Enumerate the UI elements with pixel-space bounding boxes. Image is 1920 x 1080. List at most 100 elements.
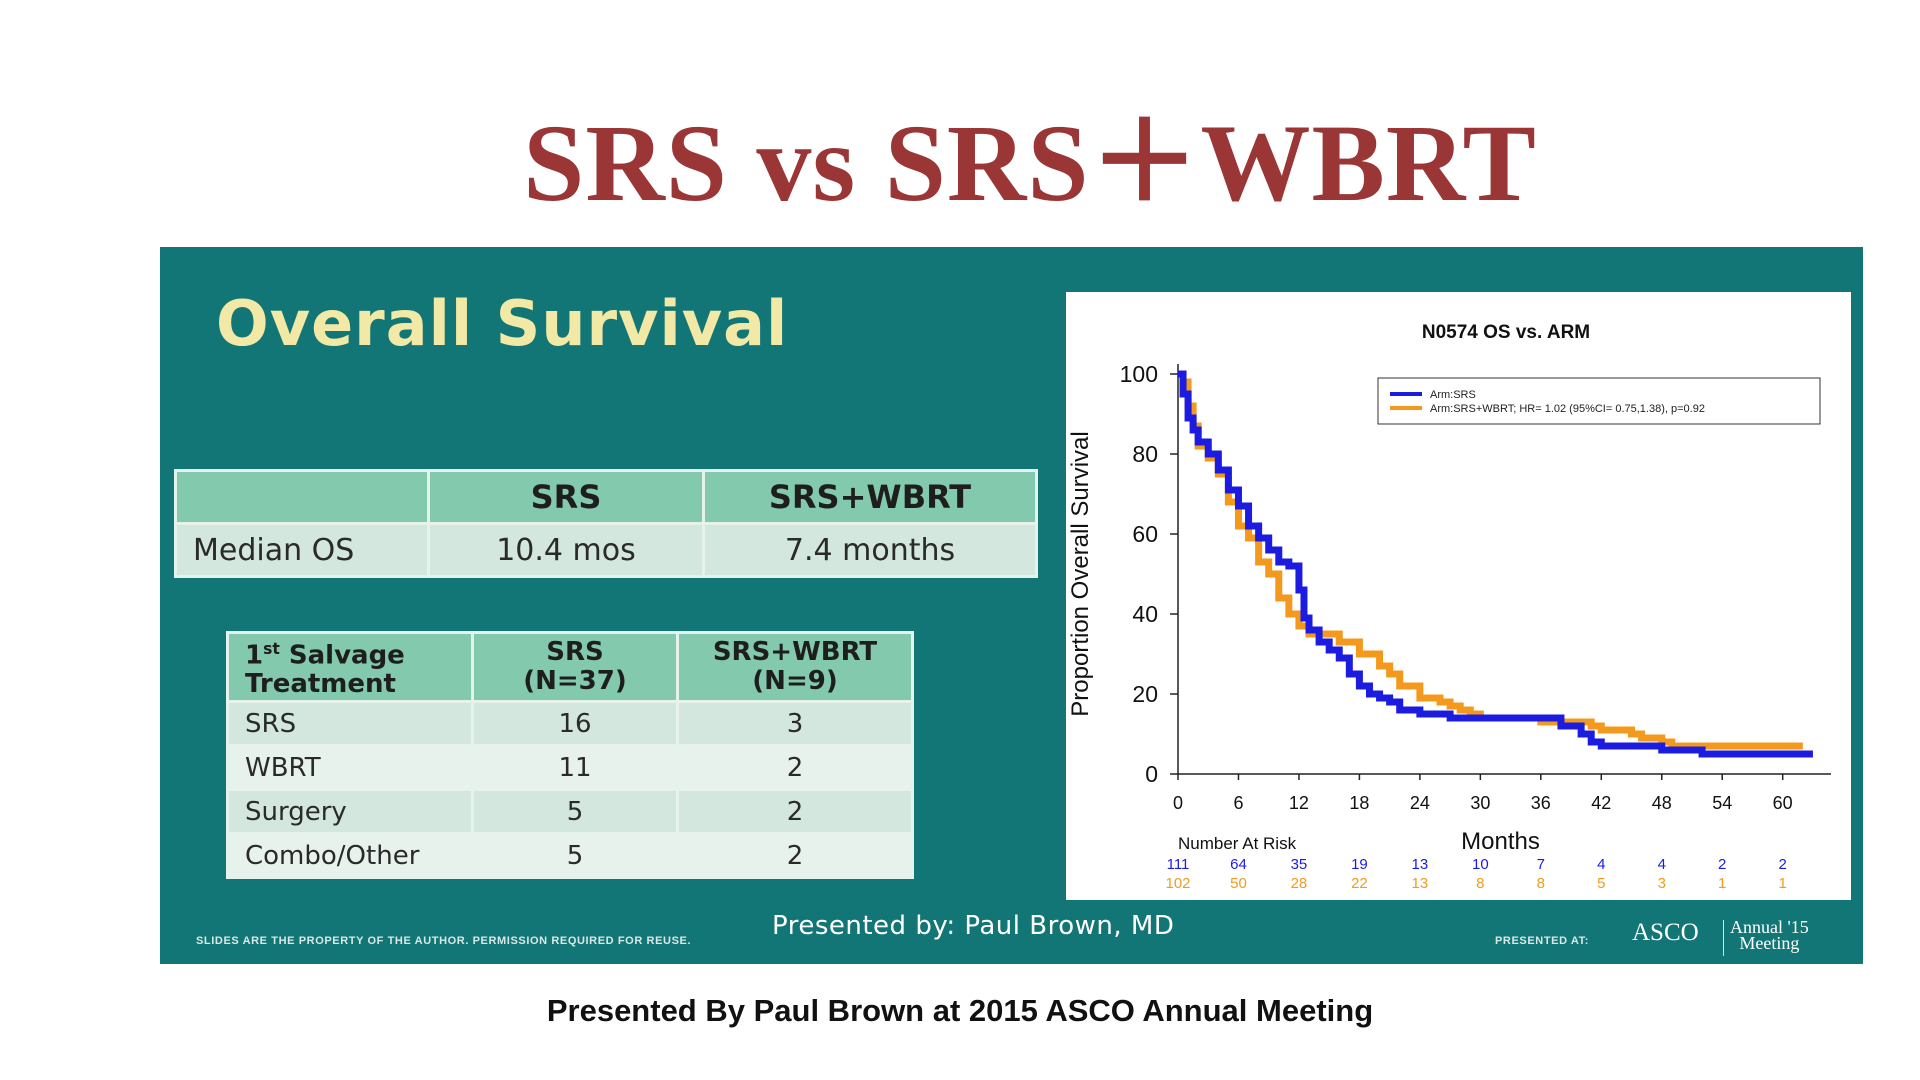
legend-entry: Arm:SRS: [1430, 389, 1476, 401]
table-header-salvage: 1st Salvage Treatment: [226, 631, 474, 703]
header-text: Salvage: [279, 640, 405, 671]
asco-logo: ASCO: [1632, 919, 1699, 946]
table-header-srs: SRS: [427, 469, 705, 525]
risk-count-srs-wbrt: 5: [1597, 875, 1605, 892]
x-tick-label: 48: [1652, 793, 1672, 813]
row-label: WBRT: [226, 744, 474, 791]
risk-count-srs: 19: [1351, 856, 1368, 873]
cell-srs-wbrt: 2: [676, 832, 914, 879]
y-tick-label: 0: [1145, 761, 1158, 787]
x-tick-label: 24: [1410, 793, 1430, 813]
legend-entry: Arm:SRS+WBRT; HR= 1.02 (95%CI= 0.75,1.38…: [1430, 403, 1705, 415]
risk-count-srs-wbrt: 102: [1165, 875, 1190, 892]
risk-count-srs: 10: [1472, 856, 1489, 873]
cell-srs: 5: [471, 832, 679, 879]
x-tick-label: 36: [1531, 793, 1551, 813]
presenter-text: Presented by: Paul Brown, MD: [772, 911, 1175, 941]
x-tick-label: 0: [1173, 793, 1183, 813]
survival-chart-panel: N0574 OS vs. ARM 0 20 40 60 80 100 0 6 12 18 24 30 36…: [1066, 292, 1851, 900]
cell-srs-wbrt: 7.4 months: [702, 522, 1038, 578]
risk-count-srs: 64: [1230, 856, 1247, 873]
logo-divider: [1723, 920, 1724, 956]
logo-line: Meeting: [1739, 933, 1800, 953]
logo-line: Annual '15: [1730, 917, 1809, 937]
x-tick-label: 18: [1349, 793, 1369, 813]
risk-count-srs-wbrt: 28: [1291, 875, 1308, 892]
y-axis-label: Proportion Overall Survival: [1067, 431, 1094, 716]
x-tick-label: 12: [1289, 793, 1309, 813]
table-row: Median OS 10.4 mos 7.4 months: [174, 522, 1038, 578]
table-header-empty: [174, 469, 430, 525]
risk-count-srs-wbrt: 50: [1230, 875, 1247, 892]
risk-count-srs-wbrt: 1: [1718, 875, 1726, 892]
row-label: Combo/Other: [226, 832, 474, 879]
annual-meeting-logo: Annual '15 Meeting: [1730, 917, 1809, 953]
slide-heading: Overall Survival: [216, 287, 789, 360]
y-tick-label: 20: [1132, 681, 1158, 707]
median-os-table: SRS SRS+WBRT Median OS 10.4 mos 7.4 mont…: [174, 469, 1038, 578]
footer-caption: Presented By Paul Brown at 2015 ASCO Ann…: [546, 993, 1374, 1028]
y-tick-label: 100: [1120, 361, 1158, 387]
table-row: WBRT 11 2: [226, 744, 914, 791]
legend-box: [1377, 377, 1821, 425]
slide-panel: Overall Survival SRS SRS+WBRT Median OS …: [160, 247, 1863, 964]
risk-count-srs: 2: [1718, 856, 1726, 873]
risk-count-srs-wbrt: 8: [1537, 875, 1545, 892]
x-axis-label: Months: [1461, 828, 1540, 855]
header-text: SRS+WBRT: [712, 637, 878, 667]
header-text: Treatment: [245, 669, 396, 700]
salvage-treatment-table: 1st Salvage Treatment SRS (N=37) SRS+WBR…: [226, 631, 914, 879]
series-line-srs: [1178, 370, 1813, 758]
cell-srs-wbrt: 2: [676, 788, 914, 835]
table-header-srs-wbrt: SRS+WBRT: [702, 469, 1038, 525]
risk-count-srs: 7: [1537, 856, 1545, 873]
x-tick-label: 42: [1591, 793, 1611, 813]
series-line-srs-wbrt: [1178, 370, 1803, 750]
cell-srs: 5: [471, 788, 679, 835]
x-tick-label: 60: [1773, 793, 1793, 813]
risk-count-srs-wbrt: 1: [1779, 875, 1787, 892]
table-header-srs: SRS (N=37): [471, 631, 679, 703]
risk-count-srs: 13: [1412, 856, 1429, 873]
disclaimer-text: SLIDES ARE THE PROPERTY OF THE AUTHOR. P…: [196, 935, 692, 947]
risk-table-label: Number At Risk: [1178, 834, 1297, 853]
header-superscript: st: [263, 639, 280, 658]
risk-count-srs-wbrt: 3: [1658, 875, 1666, 892]
risk-count-srs-wbrt: 13: [1412, 875, 1429, 892]
cell-srs-wbrt: 3: [676, 700, 914, 747]
page-title: SRS vs SRS＋WBRT: [523, 102, 1537, 224]
risk-count-srs-wbrt: 8: [1476, 875, 1484, 892]
table-row: Combo/Other 5 2: [226, 832, 914, 879]
x-tick-label: 54: [1712, 793, 1732, 813]
y-tick-label: 80: [1132, 441, 1158, 467]
risk-count-srs-wbrt: 22: [1351, 875, 1368, 892]
risk-count-srs: 4: [1658, 856, 1666, 873]
table-header-srs-wbrt: SRS+WBRT (N=9): [676, 631, 914, 703]
header-text: SRS: [546, 637, 604, 667]
header-text: (N=37): [523, 666, 627, 696]
risk-count-srs: 111: [1167, 856, 1190, 873]
risk-count-srs: 35: [1291, 856, 1308, 873]
header-text: (N=9): [752, 666, 838, 696]
header-text: 1: [245, 640, 264, 671]
table-header-row: SRS SRS+WBRT: [174, 469, 1038, 525]
risk-count-srs: 4: [1597, 856, 1605, 873]
cell-srs-wbrt: 2: [676, 744, 914, 791]
row-label: SRS: [226, 700, 474, 747]
row-label: Median OS: [174, 522, 430, 578]
x-tick-label: 30: [1470, 793, 1490, 813]
table-row: Surgery 5 2: [226, 788, 914, 835]
presented-at-label: PRESENTED AT:: [1495, 935, 1589, 947]
table-header-row: 1st Salvage Treatment SRS (N=37) SRS+WBR…: [226, 631, 914, 703]
cell-srs: 16: [471, 700, 679, 747]
x-tick-label: 6: [1233, 793, 1243, 813]
cell-srs: 11: [471, 744, 679, 791]
y-tick-label: 40: [1132, 601, 1158, 627]
table-row: SRS 16 3: [226, 700, 914, 747]
row-label: Surgery: [226, 788, 474, 835]
risk-count-srs: 2: [1779, 856, 1787, 873]
chart-title: N0574 OS vs. ARM: [1422, 322, 1590, 343]
y-tick-label: 60: [1132, 521, 1158, 547]
cell-srs: 10.4 mos: [427, 522, 705, 578]
